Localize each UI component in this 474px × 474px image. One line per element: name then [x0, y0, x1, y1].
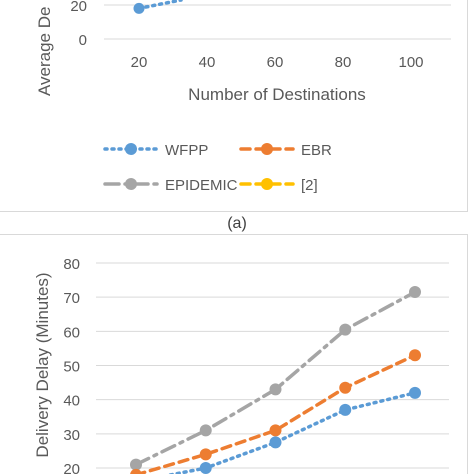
legend-label-2: [2] — [301, 177, 318, 194]
legend-label-wfpp: WFPP — [165, 142, 208, 159]
series-line-ebr — [134, 353, 417, 474]
legend-marker-epidemic — [125, 178, 137, 190]
chart-panel-a: 0 20 20 40 60 80 100 Number of Destinations Aver… — [0, 0, 468, 212]
data-point-ebr — [199, 448, 212, 461]
x-tick-label: 100 — [398, 54, 423, 71]
data-point-ebr — [130, 468, 142, 474]
caption-a: (a) — [227, 215, 247, 232]
chart-b-svg: 20 30 40 50 60 70 80 Delivery Delay (Minutes) — [33, 256, 449, 474]
x-tick-label: 80 — [335, 54, 352, 71]
data-point-epidemic — [409, 286, 421, 299]
y-tick-label: 50 — [63, 359, 80, 376]
data-point-wfpp — [133, 2, 145, 14]
data-point-wfpp — [339, 403, 352, 416]
series-line-wfpp — [137, 0, 183, 11]
y-tick-label: 40 — [63, 393, 80, 410]
data-point-ebr — [339, 381, 352, 394]
data-point-wfpp — [199, 462, 212, 474]
y-tick-label: 30 — [63, 427, 80, 444]
legend-marker-2 — [261, 178, 273, 190]
data-point-ebr — [269, 424, 282, 437]
legend-marker-wfpp — [125, 143, 137, 155]
y-tick-label: 80 — [63, 256, 80, 273]
y-axis-title: Delivery Delay (Minutes) — [33, 272, 52, 457]
y-tick-label: 20 — [70, 0, 87, 15]
data-point-epidemic — [269, 383, 282, 396]
y-tick-label: 0 — [79, 32, 87, 49]
legend-marker-ebr — [261, 143, 273, 155]
x-tick-label: 40 — [199, 54, 216, 71]
y-axis-title: Average De — [35, 7, 54, 96]
data-point-epidemic — [130, 458, 142, 471]
y-tick-label: 20 — [63, 461, 80, 474]
legend-label-epidemic: EPIDEMIC — [165, 177, 238, 194]
chart-a-svg: 0 20 20 40 60 80 100 Number of Destinations Aver… — [35, 0, 451, 194]
data-point-epidemic — [339, 323, 352, 336]
legend-label-ebr: EBR — [301, 142, 332, 159]
x-tick-label: 20 — [131, 54, 148, 71]
y-tick-label: 70 — [63, 290, 80, 307]
data-point-epidemic — [199, 424, 212, 437]
data-point-wfpp — [269, 436, 282, 449]
y-tick-label: 60 — [63, 324, 80, 341]
data-point-ebr — [409, 349, 421, 362]
x-tick-label: 60 — [267, 54, 284, 71]
x-axis-title: Number of Destinations — [188, 85, 366, 104]
chart-panel-b: 20 30 40 50 60 70 80 Delivery Delay (Minutes) — [0, 234, 468, 474]
data-point-wfpp — [409, 386, 421, 399]
